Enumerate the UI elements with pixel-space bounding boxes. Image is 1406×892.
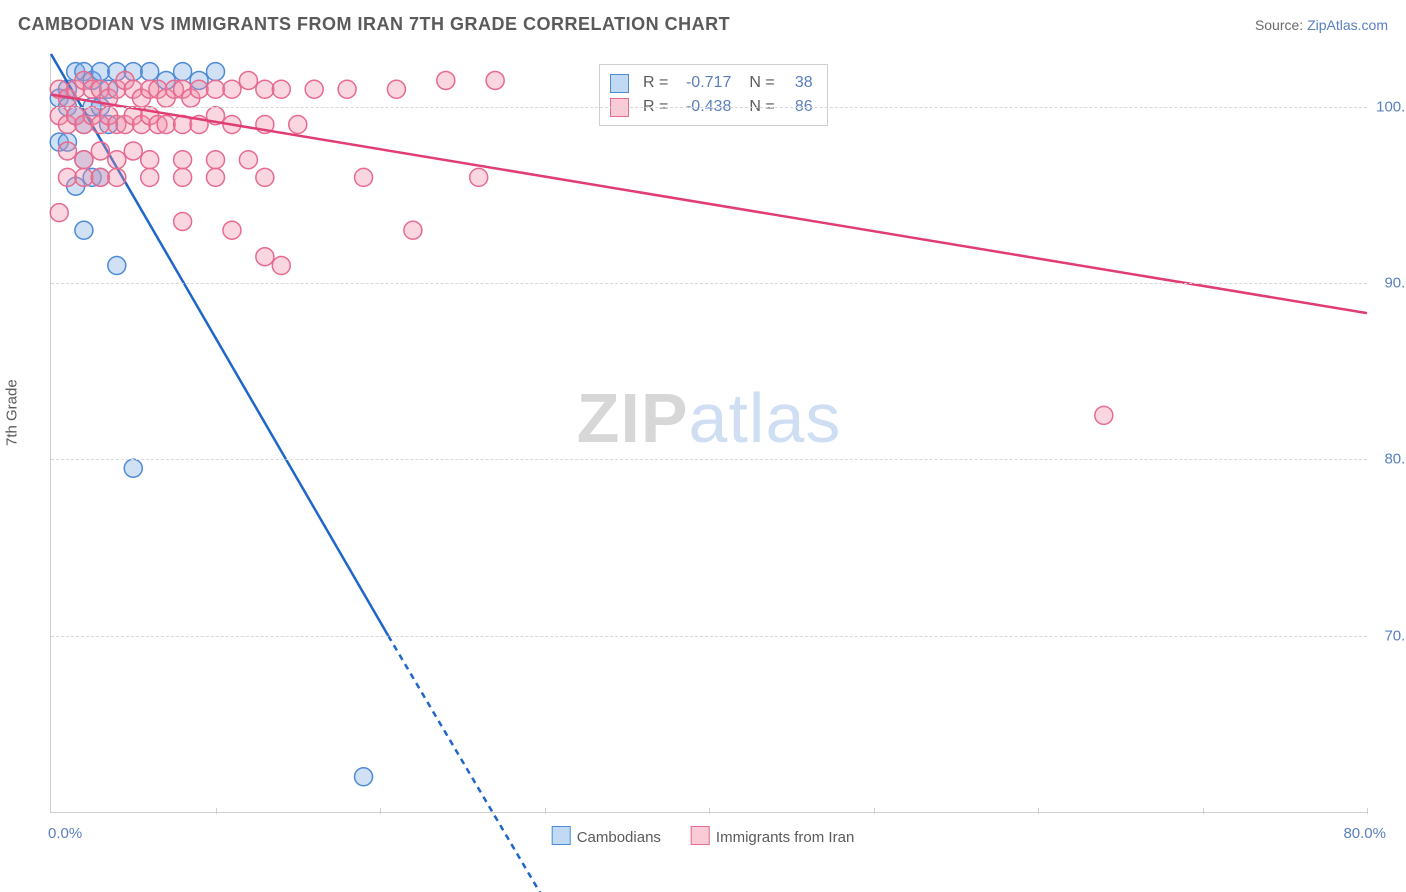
plot-svg xyxy=(51,54,1367,812)
legend-item: Cambodians xyxy=(552,826,661,846)
data-point xyxy=(437,71,455,89)
gridline xyxy=(51,459,1367,460)
r-label: R = xyxy=(643,71,668,95)
chart-title: CAMBODIAN VS IMMIGRANTS FROM IRAN 7TH GR… xyxy=(18,14,730,35)
x-tick-mark xyxy=(545,808,546,814)
x-axis-label-end: 80.0% xyxy=(1343,825,1386,842)
y-axis-title: 7th Grade xyxy=(4,379,21,446)
data-point xyxy=(91,63,109,81)
data-point xyxy=(141,168,159,186)
data-point xyxy=(256,80,274,98)
data-point xyxy=(141,151,159,169)
data-point xyxy=(223,221,241,239)
legend-bottom: Cambodians Immigrants from Iran xyxy=(552,826,855,846)
data-point xyxy=(289,116,307,134)
correlation-stat-box: R =-0.717N =38R =-0.438N =86 xyxy=(599,64,828,126)
data-point xyxy=(75,221,93,239)
data-point xyxy=(108,151,126,169)
data-point xyxy=(108,168,126,186)
data-point xyxy=(355,168,373,186)
y-tick-label: 100.0% xyxy=(1372,98,1406,115)
data-point xyxy=(355,768,373,786)
data-point xyxy=(486,71,504,89)
n-label: N = xyxy=(749,71,774,95)
data-point xyxy=(50,204,68,222)
data-point xyxy=(190,80,208,98)
source-prefix: Source: xyxy=(1255,17,1307,33)
data-point xyxy=(141,63,159,81)
data-point xyxy=(174,212,192,230)
series-swatch xyxy=(610,74,629,93)
data-point xyxy=(207,63,225,81)
gridline xyxy=(51,283,1367,284)
r-value: -0.717 xyxy=(676,71,731,95)
gridline xyxy=(51,107,1367,108)
x-tick-mark xyxy=(874,808,875,814)
trend-line xyxy=(51,95,1367,314)
data-point xyxy=(256,248,274,266)
data-point xyxy=(174,151,192,169)
x-tick-mark xyxy=(216,808,217,814)
trend-line-extrapolated xyxy=(388,636,544,892)
y-tick-label: 80.0% xyxy=(1372,451,1406,468)
legend-label: Immigrants from Iran xyxy=(716,829,854,846)
data-point xyxy=(239,71,257,89)
series-swatch xyxy=(552,826,571,845)
gridline xyxy=(51,636,1367,637)
data-point xyxy=(305,80,323,98)
data-point xyxy=(404,221,422,239)
data-point xyxy=(239,151,257,169)
x-tick-mark xyxy=(380,808,381,814)
data-point xyxy=(207,80,225,98)
y-tick-label: 70.0% xyxy=(1372,627,1406,644)
data-point xyxy=(223,80,241,98)
legend-label: Cambodians xyxy=(577,829,661,846)
data-point xyxy=(58,142,76,160)
data-point xyxy=(58,168,76,186)
data-point xyxy=(207,168,225,186)
data-point xyxy=(174,168,192,186)
data-point xyxy=(75,168,93,186)
stat-row: R = -0.717 N = 38 xyxy=(610,71,813,95)
data-point xyxy=(470,168,488,186)
x-tick-mark xyxy=(709,808,710,814)
x-tick-mark xyxy=(1203,808,1204,814)
x-axis-label-start: 0.0% xyxy=(48,825,82,842)
source-link[interactable]: ZipAtlas.com xyxy=(1307,17,1388,33)
data-point xyxy=(272,80,290,98)
data-point xyxy=(1095,406,1113,424)
data-point xyxy=(338,80,356,98)
header: CAMBODIAN VS IMMIGRANTS FROM IRAN 7TH GR… xyxy=(18,14,1388,35)
y-tick-label: 90.0% xyxy=(1372,275,1406,292)
data-point xyxy=(157,116,175,134)
x-tick-mark xyxy=(1038,808,1039,814)
data-point xyxy=(174,63,192,81)
data-point xyxy=(387,80,405,98)
data-point xyxy=(124,142,142,160)
x-tick-mark xyxy=(1367,808,1368,814)
data-point xyxy=(91,168,109,186)
series-swatch xyxy=(691,826,710,845)
legend-item: Immigrants from Iran xyxy=(691,826,854,846)
data-point xyxy=(207,151,225,169)
chart-plot-area: ZIPatlas R =-0.717N =38R =-0.438N =86 70… xyxy=(50,54,1367,813)
data-point xyxy=(256,168,274,186)
data-point xyxy=(75,151,93,169)
source-attribution: Source: ZipAtlas.com xyxy=(1255,17,1388,33)
data-point xyxy=(124,459,142,477)
data-point xyxy=(91,142,109,160)
data-point xyxy=(272,257,290,275)
data-point xyxy=(108,257,126,275)
n-value: 38 xyxy=(783,71,813,95)
